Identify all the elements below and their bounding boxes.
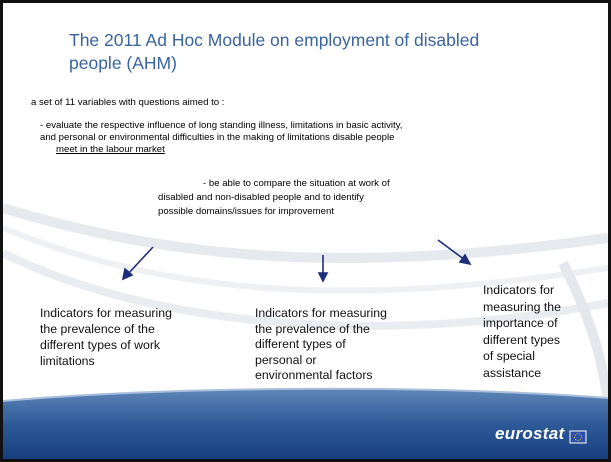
eurostat-logo: eurostat xyxy=(495,424,565,443)
indicator-line: different types of xyxy=(255,337,346,351)
bullet-line: possible domains/issues for improvement xyxy=(158,206,334,217)
slide-title: people (AHM) xyxy=(69,53,177,73)
eu-flag xyxy=(569,430,587,444)
indicator-line: measuring the xyxy=(483,299,561,314)
indicator-line: environmental factors xyxy=(255,368,373,382)
indicator-line: Indicators for measuring xyxy=(40,306,172,320)
arrows xyxy=(121,239,472,283)
indicator-line: the prevalence of the xyxy=(40,322,155,336)
indicator-line: limitations xyxy=(40,354,95,368)
bullet-line: meet in the labour market xyxy=(56,144,165,155)
indicator-line: importance of xyxy=(483,316,558,330)
indicator-line: Indicators for measuring xyxy=(255,306,387,320)
bullet-line: - evaluate the respective influence of l… xyxy=(40,120,403,131)
slide-background xyxy=(3,203,608,459)
indicator-line: personal or xyxy=(255,352,317,367)
indicator-line: Indicators for xyxy=(483,283,555,297)
indicator-line: of special xyxy=(483,349,535,363)
indicator-line: different types xyxy=(483,332,561,347)
indicator-line: assistance xyxy=(483,365,542,380)
bullet-line: - be able to compare the situation at wo… xyxy=(203,178,390,189)
bullet-line: and personal or environmental difficulti… xyxy=(40,132,395,143)
indicator-line: the prevalence of the xyxy=(255,321,370,336)
bullet-line: disabled and non-disabled people and to … xyxy=(158,192,364,203)
indicator-line: different types of work xyxy=(40,338,161,352)
intro-text: a set of 11 variables with questions aim… xyxy=(31,97,225,108)
slide-title: The 2011 Ad Hoc Module on employment of … xyxy=(69,30,480,50)
